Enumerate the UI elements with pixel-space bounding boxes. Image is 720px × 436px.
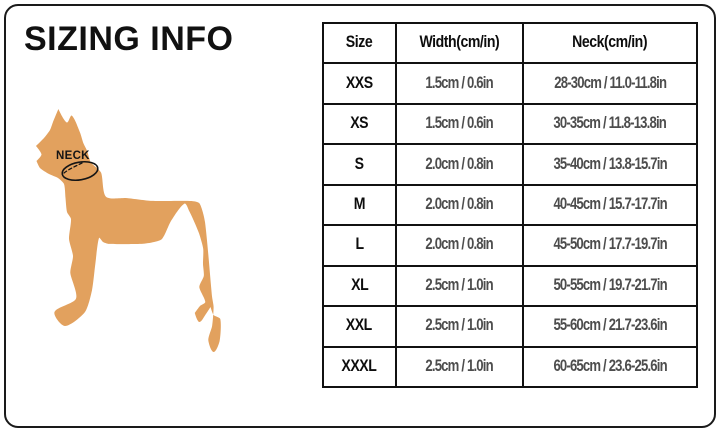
svg-text:NECK: NECK <box>56 150 90 162</box>
